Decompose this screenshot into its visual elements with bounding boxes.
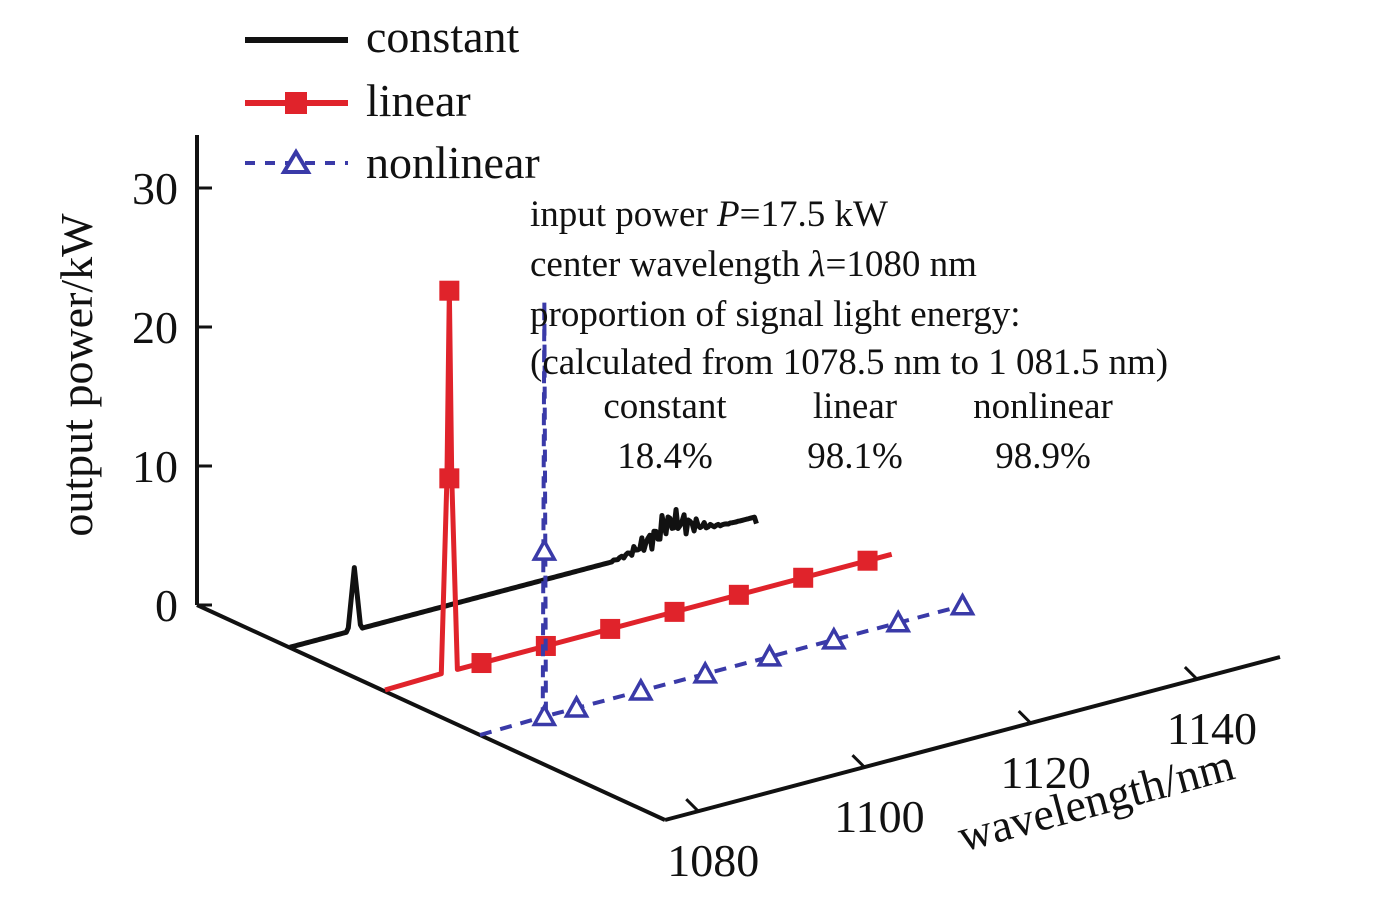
x-tick-label: 1080 bbox=[667, 835, 759, 886]
marker-linear bbox=[439, 280, 460, 301]
annotation-nonlinear-name: nonlinear bbox=[973, 386, 1113, 427]
marker-linear bbox=[439, 468, 460, 489]
legend-linear-marker bbox=[285, 92, 307, 114]
marker-nonlinear bbox=[885, 609, 912, 633]
annotation-constant-name: constant bbox=[603, 386, 727, 427]
y-tick-label: 30 bbox=[132, 163, 178, 214]
annotation-constant-value: 18.4% bbox=[617, 436, 713, 477]
marker-nonlinear bbox=[563, 694, 590, 718]
y-ticks: 0 10 20 30 bbox=[132, 163, 212, 631]
x-tick bbox=[1183, 665, 1198, 681]
series-nonlinear bbox=[479, 298, 976, 737]
annotation-symbol: λ bbox=[808, 244, 825, 285]
legend: constant linear nonlinear bbox=[245, 11, 540, 188]
x-tick bbox=[1017, 710, 1032, 725]
legend-linear-label: linear bbox=[366, 75, 471, 126]
x-axis-label: wavelength/nm bbox=[952, 739, 1239, 862]
marker-linear bbox=[471, 653, 492, 674]
y-tick-label: 0 bbox=[155, 580, 178, 631]
y-axis-label: output power/kW bbox=[51, 213, 102, 537]
y-tick-label: 10 bbox=[132, 441, 178, 492]
annotation-linear-value: 98.1% bbox=[807, 436, 903, 477]
marker-linear bbox=[793, 567, 814, 588]
marker-linear bbox=[728, 584, 749, 605]
marker-nonlinear bbox=[531, 537, 558, 561]
annotation-range: (calculated from 1078.5 nm to 1 081.5 nm… bbox=[530, 342, 1168, 383]
marker-linear bbox=[857, 550, 878, 571]
annotation-symbol: P bbox=[716, 194, 740, 235]
series-line-constant bbox=[289, 507, 759, 650]
annotation: input power P=17.5 kW center wavelength … bbox=[530, 194, 1168, 477]
axes bbox=[195, 135, 1281, 822]
series-group bbox=[289, 280, 976, 737]
annotation-text: input power bbox=[530, 194, 717, 235]
x-tick-label: 1100 bbox=[834, 791, 924, 842]
series-constant bbox=[289, 507, 759, 650]
marker-linear bbox=[664, 601, 685, 622]
annotation-input-power: input power P=17.5 kW bbox=[530, 194, 888, 235]
marker-nonlinear bbox=[531, 702, 558, 727]
annotation-nonlinear-value: 98.9% bbox=[995, 436, 1091, 477]
annotation-text: =1080 nm bbox=[825, 244, 977, 285]
annotation-text: center wavelength bbox=[530, 244, 809, 285]
depth-axis bbox=[196, 603, 666, 822]
x-ticks: 1080 1100 1120 1140 bbox=[667, 665, 1257, 886]
legend-constant-label: constant bbox=[366, 11, 520, 62]
x-tick-label: 1120 bbox=[1001, 747, 1091, 798]
marker-nonlinear bbox=[692, 660, 719, 684]
marker-nonlinear bbox=[627, 677, 654, 701]
legend-nonlinear-marker bbox=[280, 148, 312, 174]
annotation-linear-name: linear bbox=[813, 386, 897, 427]
annotation-text: =17.5 kW bbox=[740, 194, 888, 235]
x-axis bbox=[664, 655, 1281, 822]
x-tick-label: 1140 bbox=[1167, 703, 1257, 754]
x-tick bbox=[685, 798, 700, 813]
annotation-proportion: proportion of signal light energy: bbox=[530, 294, 1021, 335]
series-linear bbox=[384, 280, 893, 693]
x-tick bbox=[851, 754, 866, 769]
y-tick-label: 20 bbox=[132, 302, 178, 353]
marker-nonlinear bbox=[820, 626, 847, 650]
annotation-center-wavelength: center wavelength λ=1080 nm bbox=[530, 244, 977, 285]
marker-nonlinear bbox=[949, 592, 976, 616]
marker-nonlinear bbox=[756, 643, 783, 667]
legend-nonlinear-label: nonlinear bbox=[366, 137, 540, 188]
marker-linear bbox=[600, 618, 621, 639]
